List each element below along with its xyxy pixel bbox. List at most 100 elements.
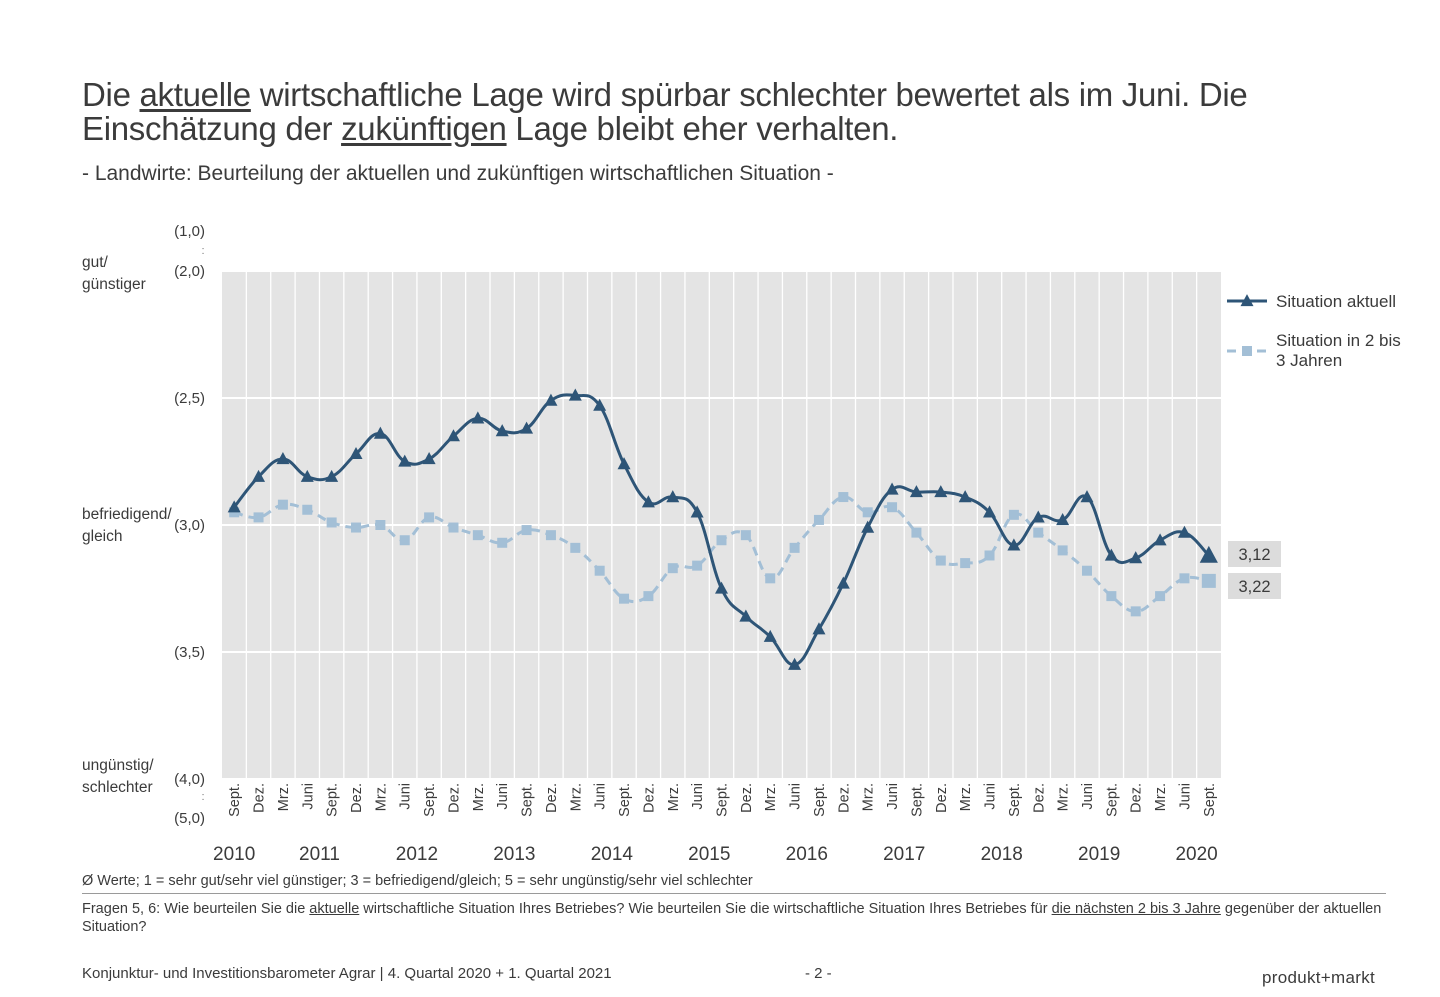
legend-label-zukunft-line1: Situation in 2 bis [1276, 331, 1401, 350]
data-point [1104, 548, 1118, 561]
y-tick-label: (1,0) [174, 223, 205, 240]
data-point [788, 657, 802, 670]
data-point [300, 469, 314, 482]
x-tick-label: Dez. [446, 783, 462, 813]
x-tick-label: Juni [1177, 783, 1193, 810]
y-tick-label: (3,0) [174, 517, 205, 534]
x-tick-label: Mrz. [471, 783, 487, 811]
data-point [838, 492, 849, 503]
data-point [934, 485, 948, 498]
x-tick-label: Sept. [715, 783, 731, 817]
data-point [1153, 533, 1167, 546]
data-point [765, 573, 776, 584]
x-tick-label: Sept. [909, 783, 925, 817]
data-point [1056, 513, 1070, 526]
data-point [958, 490, 972, 503]
data-point [497, 537, 508, 548]
data-point [325, 469, 339, 482]
data-point [716, 535, 727, 546]
page-number: - 2 - [805, 965, 832, 982]
data-point [521, 525, 532, 536]
data-point [1080, 490, 1094, 503]
data-point [1179, 573, 1190, 584]
x-tick-label: Sept. [227, 783, 243, 817]
side-label-good: gut/ günstiger [82, 252, 146, 296]
x-tick-label: Juni [495, 783, 511, 810]
x-tick-label: Dez. [1031, 783, 1047, 813]
data-point [960, 558, 971, 569]
data-point [1155, 591, 1166, 602]
data-point [399, 535, 410, 546]
question-part: Fragen 5, 6: Wie beurteilen Sie die [82, 901, 310, 917]
data-point [276, 452, 290, 465]
data-point [1106, 591, 1117, 602]
question-underlined: die nächsten 2 bis 3 Jahre [1051, 901, 1221, 917]
x-tick-label: Dez. [349, 783, 365, 813]
x-tick-label: Mrz. [1056, 783, 1072, 811]
data-point [252, 469, 266, 482]
x-tick-label: Juni [983, 783, 999, 810]
data-point [495, 424, 509, 437]
y-tick-label: (3,5) [174, 644, 205, 661]
year-label: 2019 [1078, 844, 1120, 865]
question-part: gegenüber der aktuellen Situation? [82, 901, 1382, 935]
data-point [545, 530, 556, 541]
data-point [1033, 527, 1044, 538]
data-point [326, 517, 337, 528]
x-tick-label: Sept. [520, 783, 536, 817]
data-point [227, 500, 241, 513]
data-point [617, 457, 631, 470]
data-point [911, 527, 922, 538]
data-point [619, 593, 630, 604]
data-point [812, 622, 826, 635]
title-underlined-aktuelle: aktuelle [139, 76, 252, 113]
axis-break-dots: : [201, 245, 204, 257]
y-tick-label: (5,0) [174, 810, 205, 827]
data-point [984, 550, 995, 561]
x-tick-label: Juni [593, 783, 609, 810]
data-point [422, 452, 436, 465]
data-point [544, 393, 558, 406]
x-tick-label: Dez. [836, 783, 852, 813]
data-point [813, 514, 824, 525]
x-tick-label: Dez. [252, 783, 268, 813]
x-tick-label: Mrz. [373, 783, 389, 811]
x-tick-label: Dez. [544, 783, 560, 813]
side-label-good-line2: günstiger [82, 276, 146, 293]
data-point [277, 499, 288, 510]
year-label: 2018 [981, 844, 1023, 865]
question-part: wirtschaftliche Situation Ihres Betriebe… [359, 901, 1052, 917]
data-point [836, 576, 850, 589]
divider [82, 893, 1386, 894]
side-label-bad: ungünstig/ schlechter [82, 755, 154, 799]
title-underlined-zukuenftigen: zukünftigen [341, 110, 507, 147]
data-point [373, 426, 387, 439]
page-title: Die aktuelle wirtschaftliche Lage wird s… [82, 78, 1332, 146]
x-tick-label: Dez. [641, 783, 657, 813]
data-point [1057, 545, 1068, 556]
data-point [424, 512, 435, 523]
end-value-box [1228, 541, 1281, 567]
x-tick-label: Mrz. [1153, 783, 1169, 811]
data-point [909, 485, 923, 498]
brand-logo: produkt+markt [1262, 968, 1376, 987]
x-tick-label: Sept. [422, 783, 438, 817]
end-value-label: 3,12 [1238, 546, 1270, 564]
x-tick-label: Dez. [1129, 783, 1145, 813]
x-tick-label: Mrz. [861, 783, 877, 811]
y-tick-label: (2,0) [174, 263, 205, 280]
x-tick-label: Juni [788, 783, 804, 810]
legend-marker-zukunft [1242, 346, 1252, 356]
chart-subtitle: - Landwirte: Beurteilung der aktuellen u… [82, 162, 834, 185]
data-point [570, 542, 581, 553]
legend-label-zukunft-line2: 3 Jahren [1276, 351, 1342, 370]
x-tick-label: Mrz. [666, 783, 682, 811]
data-point [1007, 538, 1021, 551]
legend-label-aktuell: Situation aktuell [1276, 292, 1396, 311]
data-point [568, 388, 582, 401]
data-point [375, 520, 386, 530]
data-point [1130, 606, 1141, 617]
data-point [887, 502, 898, 513]
x-tick-label: Juni [1080, 783, 1096, 810]
x-tick-label: Juni [300, 783, 316, 810]
